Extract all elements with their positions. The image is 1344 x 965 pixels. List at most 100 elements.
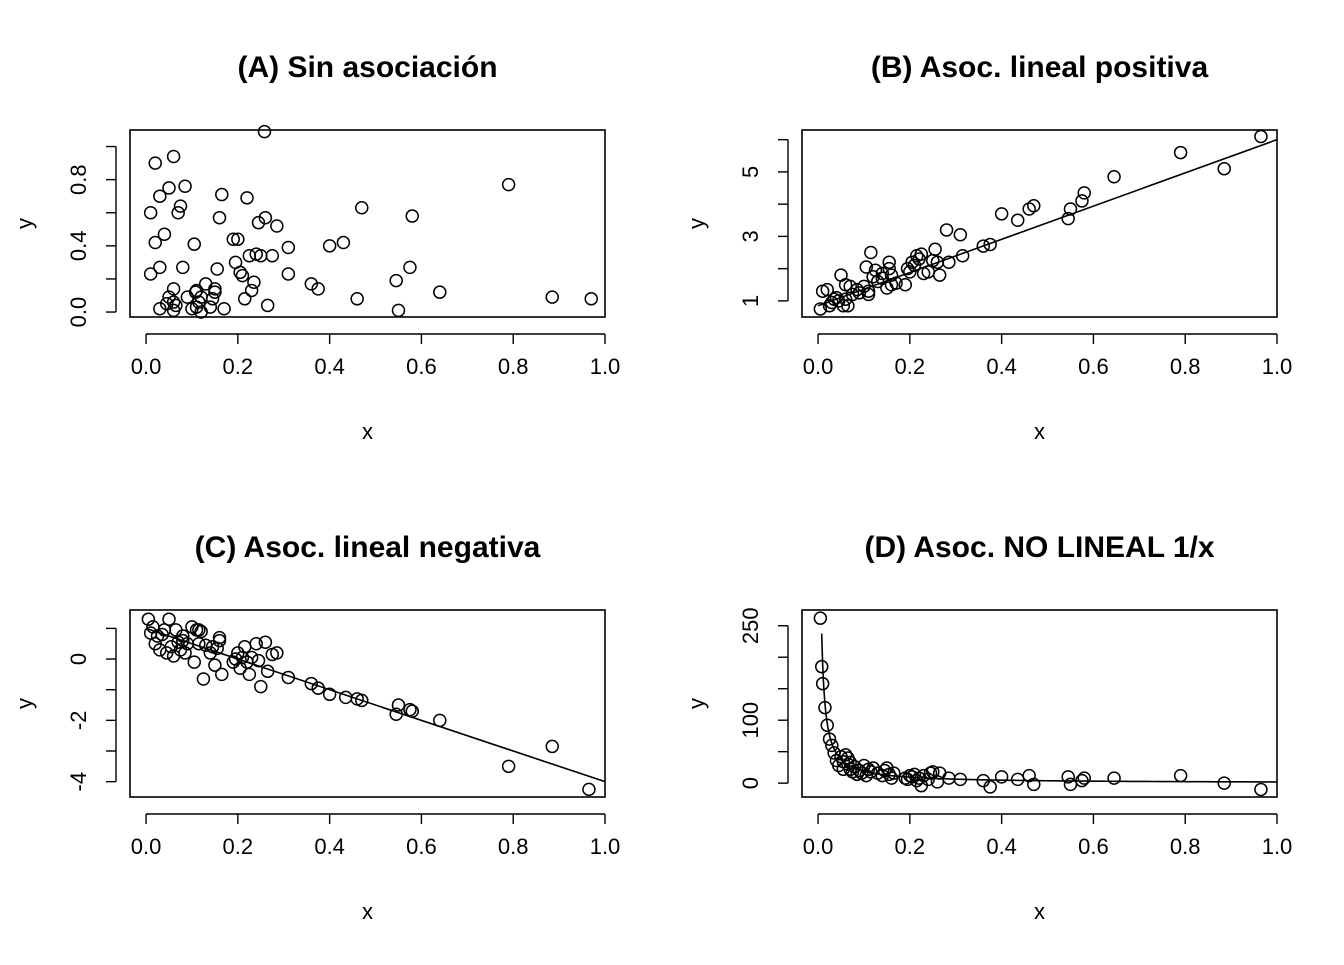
data-point [148,156,162,170]
data-point [1027,199,1041,213]
data-point [176,633,190,648]
regression-line [145,627,606,783]
data-point [433,713,447,728]
y-tick-label: 0.0 [66,297,91,328]
data-point [171,205,185,220]
data-point [251,653,266,668]
data-point [921,772,935,787]
x-tick-label: 0.4 [986,354,1017,379]
x-tick-label: 1.0 [590,354,621,379]
data-point [820,718,834,732]
data-point [173,199,188,213]
data-point [501,759,516,774]
data-point [235,268,250,283]
data-point [247,275,261,289]
data-point [162,290,176,304]
data-point [545,739,559,754]
data-point [244,650,259,665]
y-tick-label: 1 [738,295,763,307]
data-point [403,260,417,275]
x-tick-label: 0.8 [498,354,529,379]
x-tick-label: 0.2 [223,354,254,379]
y-tick-label: -2 [66,711,91,731]
data-point [187,655,202,669]
data-point [311,681,325,695]
data-point [939,223,954,237]
data-point [405,209,419,223]
data-point [153,301,167,316]
x-axis-label: x [1034,899,1045,924]
data-point [166,149,181,164]
data-point [233,265,247,280]
data-point [258,635,273,649]
x-tick-label: 1.0 [590,834,621,859]
data-point [322,239,337,253]
data-point [153,189,167,203]
data-point [942,255,956,269]
y-tick-label: 100 [738,702,763,739]
data-point [1217,776,1231,790]
x-tick-label: 0.6 [406,354,437,379]
data-point [914,247,929,261]
data-point [916,768,931,783]
data-point [932,268,947,282]
data-point [194,624,208,639]
data-point [1107,170,1121,184]
data-point [231,232,245,246]
x-tick-label: 0.6 [1078,834,1109,859]
x-tick-label: 0.4 [314,834,345,859]
data-point [501,177,516,192]
data-point [836,762,851,777]
data-point [251,215,266,230]
data-point [355,201,369,215]
data-point [226,232,241,246]
data-point [212,633,227,648]
x-tick-label: 0.6 [406,834,437,859]
data-point [882,261,896,276]
x-tick-label: 0.0 [131,354,162,379]
x-tick-label: 0.2 [223,834,254,859]
data-point [1075,773,1089,788]
data-point [875,266,890,281]
data-point [866,269,880,284]
plot-frame [129,129,606,318]
data-point [391,303,406,318]
data-point [212,210,227,225]
data-point [882,255,896,269]
x-tick-label: 0.0 [803,354,834,379]
data-point [196,672,211,686]
x-tick-label: 0.0 [803,834,834,859]
data-point [1173,145,1188,160]
data-point [820,282,834,297]
data-point [237,292,252,306]
data-point [244,283,259,298]
data-point [983,237,997,252]
plot-frame [129,609,606,798]
data-point [260,298,275,313]
data-point [1027,777,1041,792]
data-point [176,629,190,643]
data-point [584,292,598,306]
data-point [311,282,325,296]
x-tick-label: 0.4 [314,354,345,379]
data-point [1077,771,1091,785]
data-point [254,249,268,263]
x-tick-label: 0.2 [895,354,926,379]
data-point [148,235,162,250]
data-point [178,179,192,194]
data-point [818,700,832,715]
data-point [304,676,319,691]
data-point [338,690,353,705]
chart-title: (C) Asoc. lineal negativa [195,531,541,564]
x-axis-label: x [362,419,373,444]
data-point [389,707,403,721]
data-point [1217,161,1231,176]
x-tick-label: 0.6 [1078,354,1109,379]
data-point [859,260,874,274]
chart-panel-3: (C) Asoc. lineal negativa 0.0 0.2 0.4 0.6 0.8… [12,531,620,924]
data-point [157,227,172,242]
chart-panel-2: (B) Asoc. lineal positiva 0.0 0.2 0.4 0.6 0.8… [684,51,1292,444]
chart-panel-1: (A) Sin asociación 0.0 0.2 0.4 0.6 0.8 1.0 x 0.0… [12,51,620,444]
data-point [887,766,901,780]
y-axis-label: y [684,698,709,709]
